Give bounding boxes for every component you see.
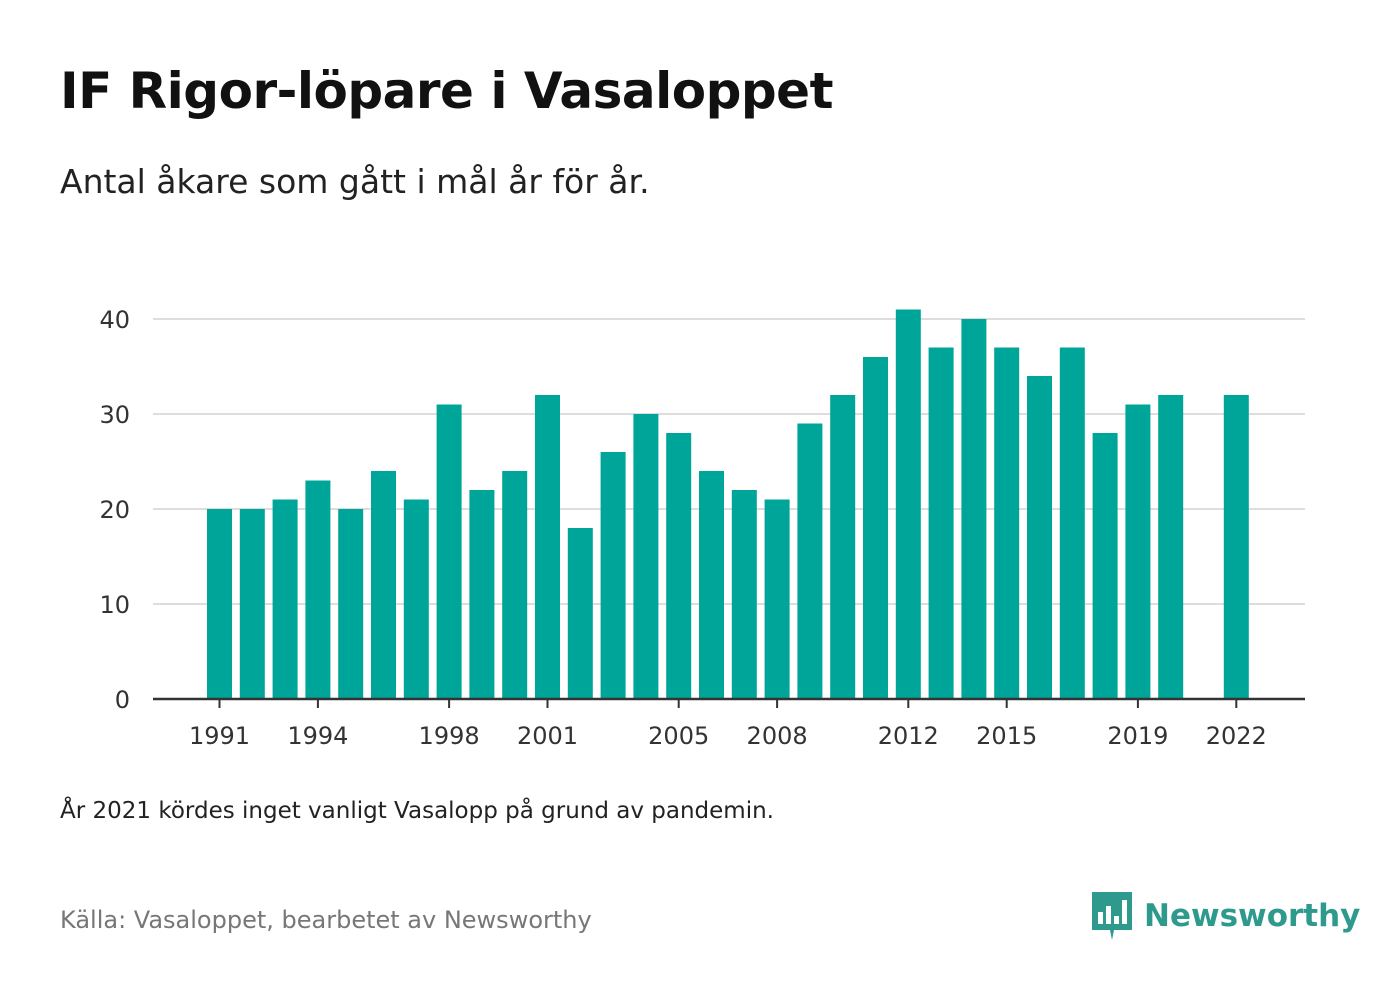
x-tick-label: 2001 bbox=[517, 722, 578, 750]
bar-2011 bbox=[863, 357, 888, 699]
brand-name: Newsworthy bbox=[1144, 898, 1361, 934]
bar-2008 bbox=[764, 499, 790, 699]
x-tick-label: 2019 bbox=[1107, 722, 1168, 750]
x-tick-label: 2022 bbox=[1206, 722, 1267, 750]
bar-2020 bbox=[1158, 395, 1184, 699]
bar-1992 bbox=[239, 509, 265, 699]
bar-2015 bbox=[994, 347, 1020, 699]
x-tick-label: 1991 bbox=[189, 722, 250, 750]
x-tick-label: 2015 bbox=[976, 722, 1037, 750]
bar-2003 bbox=[600, 452, 626, 699]
x-tick-label: 1994 bbox=[287, 722, 348, 750]
bar-2004 bbox=[633, 414, 659, 699]
bar-2016 bbox=[1027, 376, 1052, 699]
y-tick-label: 20 bbox=[99, 496, 130, 524]
bar-2018 bbox=[1092, 433, 1118, 699]
bar-2014 bbox=[961, 319, 987, 699]
bar-2009 bbox=[797, 423, 823, 699]
bars bbox=[207, 309, 1249, 699]
bar-2000 bbox=[502, 471, 528, 699]
source-credit: Källa: Vasaloppet, bearbetet av Newswort… bbox=[60, 906, 592, 934]
bar-2001 bbox=[535, 395, 560, 699]
bar-2012 bbox=[895, 309, 921, 699]
axes: 0 10 20 30 40 1991 1994 1998 2001 2005 2008 2012 201… bbox=[99, 306, 1305, 750]
bar-1995 bbox=[338, 509, 364, 699]
y-tick-label: 10 bbox=[99, 591, 130, 619]
x-tick-label: 2005 bbox=[648, 722, 709, 750]
brand-logo: Newsworthy bbox=[1090, 890, 1360, 942]
bar-2022 bbox=[1223, 395, 1249, 699]
newsworthy-logo-icon bbox=[1092, 892, 1132, 940]
bar-2017 bbox=[1059, 347, 1085, 699]
y-tick-label: 30 bbox=[99, 401, 130, 429]
bar-1997 bbox=[403, 499, 429, 699]
bar-chart: 0 10 20 30 40 1991 1994 1998 2001 2005 2008 2012 201… bbox=[99, 306, 1305, 750]
chart-title: IF Rigor-löpare i Vasaloppet bbox=[60, 62, 834, 120]
chart-subtitle: Antal åkare som gått i mål år för år. bbox=[60, 162, 650, 201]
bar-2006 bbox=[699, 471, 724, 699]
x-tick-label: 1998 bbox=[419, 722, 480, 750]
bar-1994 bbox=[305, 480, 331, 699]
footnote: År 2021 kördes inget vanligt Vasalopp på… bbox=[60, 798, 774, 824]
x-tick-label: 2008 bbox=[747, 722, 808, 750]
bar-2005 bbox=[666, 433, 692, 699]
bar-2002 bbox=[567, 528, 593, 699]
bar-2013 bbox=[928, 347, 954, 699]
bar-2019 bbox=[1125, 404, 1151, 699]
bar-2010 bbox=[830, 395, 856, 699]
bar-1999 bbox=[469, 490, 495, 699]
bar-1991 bbox=[207, 509, 232, 699]
bar-1993 bbox=[272, 499, 298, 699]
x-tick-label: 2012 bbox=[878, 722, 939, 750]
y-tick-label: 0 bbox=[115, 686, 130, 714]
bar-1996 bbox=[371, 471, 396, 699]
y-tick-label: 40 bbox=[99, 306, 130, 334]
bar-2007 bbox=[731, 490, 757, 699]
bar-1998 bbox=[436, 404, 462, 699]
